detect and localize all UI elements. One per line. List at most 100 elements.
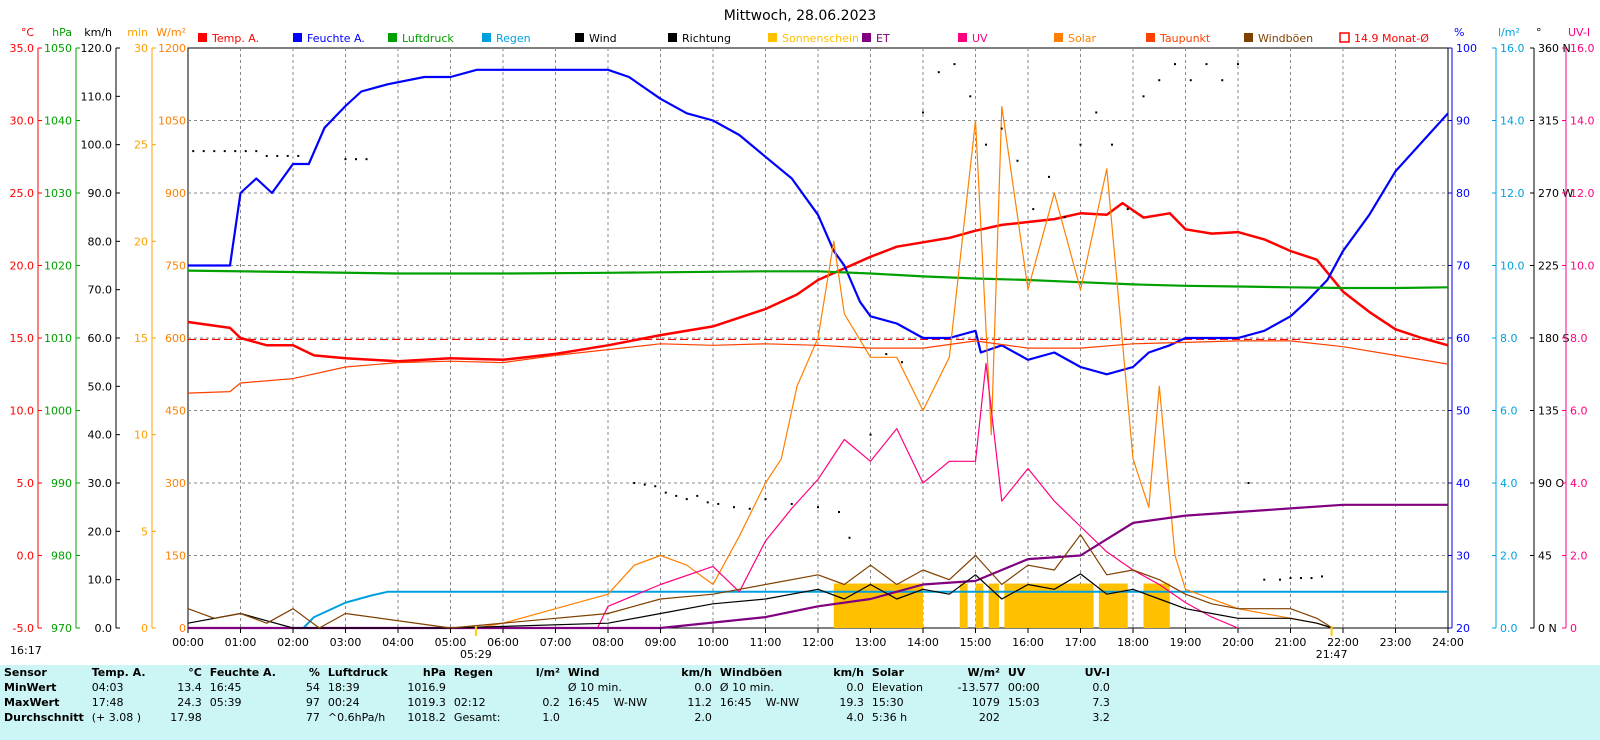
left-axis-tick-label: 50.0	[88, 380, 113, 393]
right-axis-tick-label: 14.0	[1500, 115, 1525, 128]
left-axis-unit: min	[127, 26, 148, 39]
stats-temp-value: 24.3	[177, 696, 202, 709]
direction-point	[922, 111, 924, 114]
x-tick-label: 14:00	[907, 636, 939, 649]
direction-point	[817, 506, 819, 509]
x-tick-label: 15:00	[960, 636, 992, 649]
direction-point	[1289, 577, 1292, 580]
x-tick-label: 23:00	[1380, 636, 1412, 649]
legend-swatch	[482, 33, 491, 42]
left-axis-tick-label: 30.0	[88, 477, 113, 490]
x-tick-label: 05:00	[435, 636, 467, 649]
left-axis-unit: hPa	[52, 26, 72, 39]
stats-wind-label: Ø 10 min.	[567, 681, 622, 694]
legend-swatch	[388, 33, 397, 42]
x-tick-label: 07:00	[540, 636, 572, 649]
x-tick-label: 06:00	[487, 636, 519, 649]
left-axis-tick-label: 0	[179, 622, 186, 635]
left-axis-unit: W/m²	[156, 26, 186, 39]
x-tick-label: 18:00	[1117, 636, 1149, 649]
right-axis-tick-label: 30	[1456, 550, 1470, 563]
direction-point	[1221, 79, 1224, 82]
left-axis-tick-label: 15	[134, 332, 148, 345]
direction-point	[643, 483, 646, 486]
axes: -5.0 0.0 5.0 10.0 15.0 20.0 25.0 30.0 35.0 °C 970 9…	[10, 26, 1595, 635]
stats-press-time: 18:39	[327, 681, 360, 694]
stats-rain-time: Gesamt:	[453, 711, 501, 724]
direction-point	[675, 494, 678, 497]
x-tick-label: 16:00	[1012, 636, 1044, 649]
left-axis-tick-label: 980	[51, 550, 72, 563]
direction-point	[297, 154, 300, 157]
series-line-et	[188, 503, 1448, 630]
direction-point	[1126, 208, 1129, 211]
left-axis-tick-label: 900	[165, 187, 186, 200]
right-axis-tick-label: 100	[1456, 42, 1477, 55]
left-axis-tick-label: 70.0	[88, 284, 113, 297]
right-axis-tick-label: 180 S	[1538, 332, 1569, 345]
legend-label: ET	[876, 32, 890, 45]
series-line-regen	[188, 590, 1448, 629]
stats-wind-label: 16:45 W-NW	[567, 696, 648, 709]
right-axis-tick-label: 4.0	[1570, 477, 1588, 490]
series-line-temp-a	[187, 201, 1449, 363]
stats-hum-time: 16:45	[209, 681, 242, 694]
right-axis-tick-label: 8.0	[1500, 332, 1518, 345]
right-axis-tick-label: 14.0	[1570, 115, 1595, 128]
stats-header-uv: UV	[1007, 666, 1026, 679]
x-tick-label: 20:00	[1222, 636, 1254, 649]
legend-swatch	[862, 33, 871, 42]
right-axis-unit: °	[1536, 26, 1542, 39]
left-axis-tick-label: 80.0	[88, 235, 113, 248]
stats-hum-value: 54	[305, 681, 320, 694]
left-axis-tick-label: 1040	[44, 115, 72, 128]
x-tick-label: 10:00	[697, 636, 729, 649]
weather-chart: Mittwoch, 28.06.2023 Temp. A. Feuchte A. L…	[10, 8, 1595, 661]
stats-uv-time: 00:00	[1007, 681, 1040, 694]
stats-wind-label	[564, 710, 664, 725]
direction-point	[664, 491, 667, 494]
left-axis-tick-label: 10.0	[88, 574, 113, 587]
stats-temp-time: 04:03	[91, 681, 124, 694]
stats-header-solar: Solar	[871, 666, 905, 679]
right-axis-tick-label: 10.0	[1570, 260, 1595, 273]
right-axis-tick-label: 225	[1538, 260, 1559, 273]
sunshine-bar	[975, 583, 984, 628]
direction-point	[234, 150, 237, 153]
legend-label: UV	[972, 32, 988, 45]
direction-point	[885, 353, 888, 356]
left-axis-tick-label: 450	[165, 405, 186, 418]
direction-point	[1095, 111, 1098, 114]
stats-gust-value: 0.0	[846, 681, 864, 694]
right-axis-tick-label: 50	[1456, 405, 1470, 418]
stats-press-value: 1019.3	[407, 696, 446, 709]
left-axis-tick-label: 110.0	[81, 90, 113, 103]
left-axis-tick-label: 100.0	[81, 139, 113, 152]
series-line-feuchte-a	[188, 68, 1449, 376]
left-axis-tick-label: 1030	[44, 187, 72, 200]
right-axis-tick-label: 12.0	[1500, 187, 1525, 200]
plot-area	[187, 63, 1449, 630]
direction-point	[255, 150, 258, 153]
right-axis-tick-label: 10.0	[1500, 260, 1525, 273]
left-axis-tick-label: 1010	[44, 332, 72, 345]
left-axis-tick-label: 5.0	[17, 477, 35, 490]
direction-point	[286, 154, 289, 157]
left-axis-tick-label: 60.0	[88, 332, 113, 345]
direction-point	[790, 502, 793, 505]
stats-row-label: MaxWert	[4, 696, 60, 709]
stats-rain-time	[450, 680, 514, 695]
stats-solar-value: -13.577	[957, 681, 1000, 694]
right-axis-tick-label: 16.0	[1570, 42, 1595, 55]
stats-header-temp: Temp. A.	[91, 666, 146, 679]
left-axis-tick-label: 30.0	[10, 115, 35, 128]
legend-swatch	[1146, 33, 1155, 42]
legend-label: Richtung	[682, 32, 731, 45]
direction-point	[733, 506, 735, 509]
direction-point	[1063, 216, 1066, 219]
right-axis-tick-label: 4.0	[1500, 477, 1518, 490]
right-axis-unit: %	[1454, 26, 1464, 39]
left-axis-tick-label: 25.0	[10, 187, 35, 200]
direction-point	[202, 150, 205, 153]
direction-point	[901, 361, 903, 364]
